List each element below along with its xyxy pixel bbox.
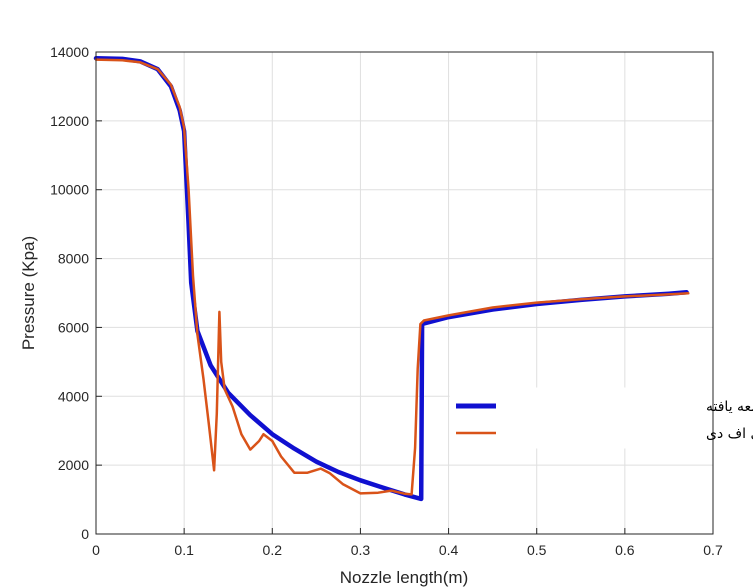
y-tick-label: 12000: [50, 113, 89, 129]
x-tick-label: 0.3: [351, 542, 371, 558]
x-tick-label: 0.1: [174, 542, 194, 558]
ticks: 0 0.1 0.2 0.3 0.4 0.5 0.6 0.7 0 2000 4000 6000 8000 1…: [50, 44, 723, 558]
y-tick-label: 2000: [58, 457, 89, 473]
plot-frame: [95, 51, 714, 535]
plot-area: [96, 52, 713, 534]
y-tick-label: 4000: [58, 388, 89, 404]
y-tick-label: 8000: [58, 251, 89, 267]
series-line-cfd-simulation: [94, 58, 690, 496]
x-tick-label: 0: [92, 542, 100, 558]
legend-box: [449, 387, 713, 449]
y-tick-label: 10000: [50, 182, 89, 198]
y-tick-label: 6000: [58, 319, 89, 335]
legend-label-cfd-simulation: نتایج شبیه سازی سی اف دی: [706, 426, 753, 442]
legend: نتایج روش توسعه یافته نتایج شبیه سازی سی…: [449, 387, 753, 449]
y-tick-label: 14000: [50, 44, 89, 60]
legend-label-developed-method: نتایج روش توسعه یافته: [706, 399, 753, 415]
x-tick-label: 0.2: [263, 542, 283, 558]
series-group: [93, 55, 690, 502]
y-axis-label: Pressure (Kpa): [19, 236, 38, 350]
x-axis-label: Nozzle length(m): [340, 568, 469, 587]
x-tick-label: 0.7: [703, 542, 723, 558]
x-tick-label: 0.4: [439, 542, 459, 558]
x-tick-label: 0.6: [615, 542, 635, 558]
y-tick-label: 0: [81, 526, 89, 542]
x-tick-label: 0.5: [527, 542, 547, 558]
